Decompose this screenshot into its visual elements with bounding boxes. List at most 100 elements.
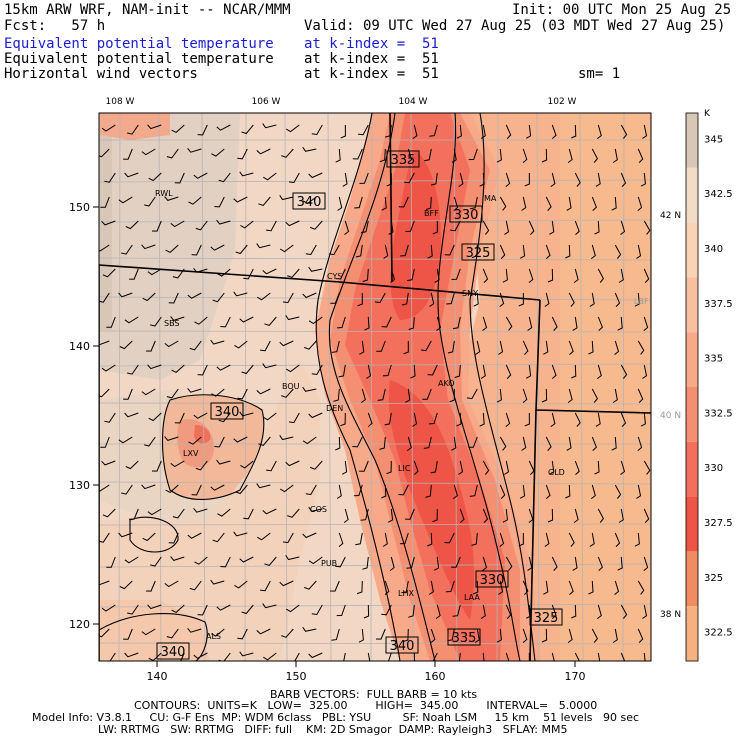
wind-barb — [357, 293, 363, 307]
wind-barb — [302, 626, 317, 632]
wind-barb — [360, 220, 369, 234]
wind-barb — [217, 268, 231, 277]
wind-barb — [171, 124, 185, 134]
wind-barb — [336, 316, 346, 329]
city-lbf: LBF — [634, 297, 649, 306]
wind-barb — [433, 556, 440, 571]
wind-barb — [482, 220, 490, 235]
longitude-label: 104 W — [399, 97, 428, 107]
wind-barb — [444, 532, 455, 544]
wind-barb — [499, 292, 505, 307]
contour-label-box — [529, 608, 563, 626]
wind-barb — [129, 268, 139, 280]
colorbar-segment — [686, 387, 698, 442]
wind-barb — [233, 531, 248, 537]
colorbar-label: 322.5 — [704, 628, 733, 639]
wind-barb — [479, 412, 485, 427]
wind-barb — [568, 340, 574, 355]
wind-barb — [172, 268, 185, 279]
wind-barb — [499, 244, 506, 259]
wind-barb — [504, 460, 510, 475]
wind-barb — [363, 604, 370, 619]
wind-barb — [398, 484, 409, 496]
wind-barb — [381, 316, 392, 328]
wind-barb — [195, 460, 208, 471]
wind-barb — [285, 220, 300, 227]
wind-barb — [142, 292, 156, 302]
wind-barb — [574, 460, 580, 475]
wind-barb — [447, 340, 455, 354]
wind-barb — [496, 388, 502, 403]
wind-barb — [262, 123, 277, 129]
wind-barb — [432, 220, 438, 235]
wind-barb — [636, 244, 642, 259]
wind-barb — [480, 124, 486, 139]
wind-barb — [279, 580, 294, 587]
wind-barb — [505, 604, 512, 619]
county-lines — [99, 113, 651, 661]
wind-barb — [588, 340, 594, 355]
wind-barb — [505, 412, 511, 427]
wind-barb — [545, 196, 552, 211]
wind-barb — [458, 172, 464, 188]
wind-barb — [210, 484, 225, 491]
wind-barb — [308, 172, 323, 179]
wind-barb — [425, 196, 432, 211]
wind-barb — [528, 508, 534, 523]
wind-barb — [527, 556, 533, 571]
wind-barb — [412, 412, 418, 427]
colorbar-label: 335 — [704, 354, 723, 365]
colorbar-label: 342.5 — [704, 189, 733, 200]
contour-label-box — [385, 636, 419, 654]
wind-barb — [212, 292, 225, 303]
wind-barb — [256, 243, 271, 249]
wind-barb — [266, 220, 277, 232]
wind-barb — [636, 484, 642, 499]
wind-barb — [366, 364, 372, 379]
wind-barb — [125, 220, 139, 230]
wind-barb — [355, 244, 363, 258]
wind-barb — [591, 436, 597, 451]
wind-barb — [119, 580, 133, 590]
wind-barb — [379, 436, 386, 450]
wind-barb — [519, 244, 526, 259]
wind-barb — [428, 580, 434, 595]
wind-barb — [266, 460, 277, 472]
wind-barb — [263, 172, 277, 181]
wind-barb — [211, 628, 225, 637]
colorbar-segment — [686, 113, 698, 168]
wind-barb — [187, 627, 202, 633]
wind-barb — [432, 652, 438, 661]
wind-barb — [383, 244, 389, 259]
contour-label: 340 — [215, 405, 240, 420]
wind-barb — [405, 388, 411, 403]
wind-barb — [142, 532, 156, 542]
wind-barb — [376, 340, 386, 352]
wind-barb — [216, 459, 231, 465]
wind-barb — [165, 484, 179, 494]
wind-barb — [262, 603, 277, 609]
wind-barb — [420, 340, 432, 352]
wind-barb — [427, 532, 433, 547]
wind-barb — [637, 628, 644, 643]
wind-barb — [364, 316, 370, 331]
wind-barb — [302, 196, 317, 205]
wind-barb — [574, 172, 581, 187]
wind-barb — [338, 364, 346, 378]
model-info-line-2: LW: RRTMG SW: RRTMG DIFF: full KM: 2D Sm… — [98, 723, 568, 736]
wind-barb — [164, 340, 179, 348]
wind-barb — [256, 628, 271, 635]
wind-barb — [256, 148, 271, 155]
wind-barb — [193, 507, 208, 513]
wind-barb — [381, 484, 387, 499]
wind-barb — [170, 556, 185, 561]
wind-barb — [279, 340, 294, 347]
wind-barb — [285, 364, 300, 373]
wind-barb — [551, 604, 557, 619]
wind-barb — [330, 292, 340, 304]
wind-barb — [127, 604, 139, 615]
wind-barb — [310, 460, 323, 470]
wind-barb — [434, 268, 440, 283]
wind-barb — [193, 652, 208, 659]
wind-barb — [505, 652, 510, 661]
